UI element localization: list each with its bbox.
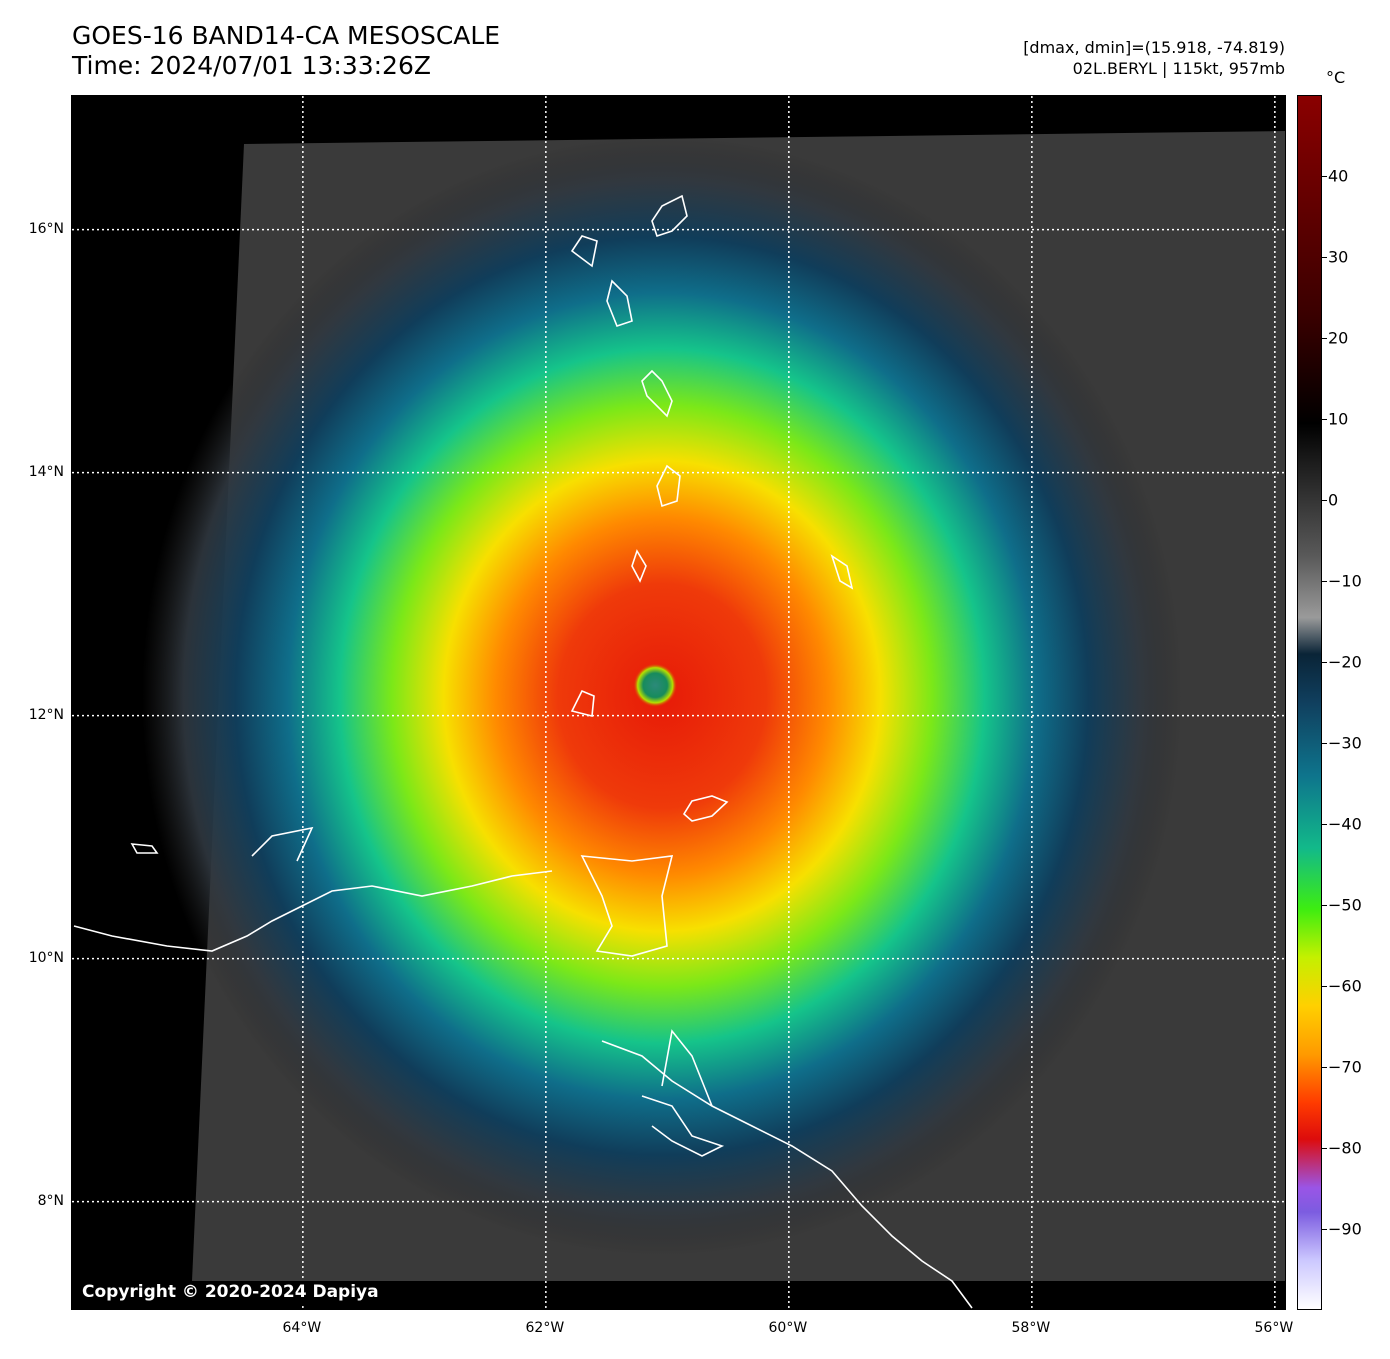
colorbar-tick-mark xyxy=(1322,743,1327,744)
coastlines xyxy=(73,194,973,1309)
tobago-coast xyxy=(682,795,729,822)
colorbar-tick-label: −10 xyxy=(1328,571,1362,591)
colorbar-tick-mark xyxy=(1322,824,1327,825)
latitude-label: 12°N xyxy=(28,706,64,723)
hurricane-eye xyxy=(633,663,678,708)
colorbar-tick-mark xyxy=(1322,581,1327,582)
colorbar-tick-label: −70 xyxy=(1328,1057,1362,1077)
colorbar-unit: °C xyxy=(1326,68,1346,87)
trinidad-coast xyxy=(580,855,674,957)
colorbar-tick-label: 20 xyxy=(1328,328,1349,348)
longitude-label: 60°W xyxy=(768,1320,808,1336)
colorbar-tick-label: −50 xyxy=(1328,895,1362,915)
colorbar-tick-label: −20 xyxy=(1328,652,1362,672)
latitude-label: 10°N xyxy=(28,949,64,966)
longitude-label: 56°W xyxy=(1254,1320,1294,1336)
colorbar-tick-label: 0 xyxy=(1328,490,1339,510)
copyright-notice: Copyright © 2020-2024 Dapiya xyxy=(78,1281,383,1303)
martinique-coast xyxy=(606,279,633,327)
dominica-coast xyxy=(651,194,688,238)
colorbar-tick-label: 30 xyxy=(1328,247,1349,267)
colorbar-tick-label: −80 xyxy=(1328,1138,1362,1158)
product-title: GOES-16 BAND14-CA MESOSCALE xyxy=(72,21,501,50)
latitude-label: 16°N xyxy=(28,220,64,237)
storm-info: 02L.BERYL | 115kt, 957mb xyxy=(1072,59,1285,78)
temperature-colorbar xyxy=(1297,95,1322,1310)
colorbar-tick-label: −60 xyxy=(1328,976,1362,996)
longitude-label: 64°W xyxy=(282,1320,322,1336)
colorbar-tick-mark xyxy=(1322,1229,1327,1230)
dmax-dmin-readout: [dmax, dmin]=(15.918, -74.819) xyxy=(1023,38,1285,57)
barbados-coast xyxy=(830,554,854,590)
colorbar-tick-mark xyxy=(1322,176,1327,177)
colorbar-tick-label: −40 xyxy=(1328,814,1362,834)
colorbar-tick-mark xyxy=(1322,257,1327,258)
colorbar-tick-label: −90 xyxy=(1328,1219,1362,1239)
colorbar-tick-mark xyxy=(1322,986,1327,987)
colorbar-tick-mark xyxy=(1322,1067,1327,1068)
colorbar-tick-mark xyxy=(1322,905,1327,906)
colorbar-tick-label: 40 xyxy=(1328,166,1349,186)
colorbar-tick-mark xyxy=(1322,419,1327,420)
colorbar-tick-mark xyxy=(1322,1148,1327,1149)
latitude-label: 14°N xyxy=(28,463,64,480)
colorbar-tick-mark xyxy=(1322,500,1327,501)
colorbar-tick-mark xyxy=(1322,662,1327,663)
st-vincent-coast xyxy=(656,464,681,508)
longitude-label: 62°W xyxy=(525,1320,565,1336)
satellite-map: Copyright © 2020-2024 Dapiya xyxy=(71,95,1286,1310)
observation-time: Time: 2024/07/01 13:33:26Z xyxy=(72,51,431,80)
colorbar-tick-label: 10 xyxy=(1328,409,1349,429)
latitude-label: 8°N xyxy=(37,1192,64,1209)
grenada-coast xyxy=(570,689,595,718)
colorbar-tick-label: −30 xyxy=(1328,733,1362,753)
colorbar-tick-mark xyxy=(1322,338,1327,339)
satellite-image xyxy=(72,96,1285,1309)
longitude-label: 58°W xyxy=(1011,1320,1051,1336)
